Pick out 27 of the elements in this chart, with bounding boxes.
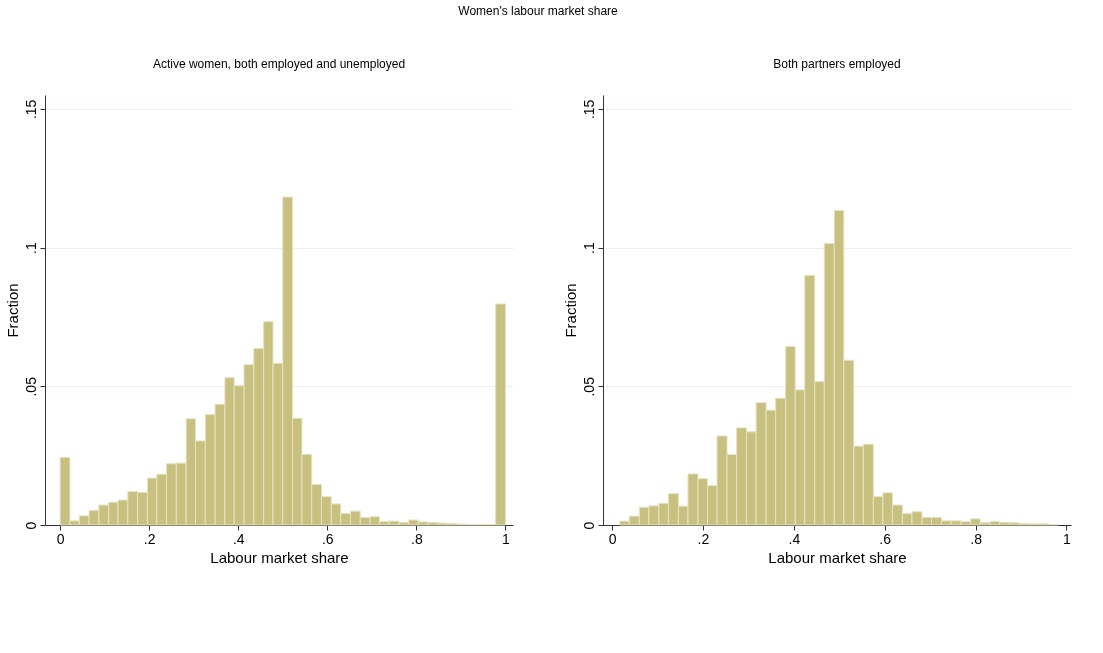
x-tick-label: .2 [697,530,710,547]
y-tick-label: 0 [22,521,39,530]
text: Women's labour market share [458,4,619,18]
x-tick-label: 1 [1063,530,1072,547]
y-tick-label: .1 [580,242,597,254]
x-tick-label: .4 [788,530,801,547]
y-tick-label: 0 [580,521,597,530]
x-axis-title: Labour market share [210,548,349,566]
x-tick-label: .8 [411,530,423,547]
y-tick-label: .1 [22,242,39,254]
x-tick-label: .6 [879,530,892,547]
x-tick-label: 0 [608,530,617,547]
chart-title: Both partners employed [773,57,901,71]
y-tick-label: .15 [580,99,597,120]
x-tick-label: 0 [56,530,65,547]
x-tick-label: .8 [970,530,983,547]
y-axis-title: Fraction [561,283,579,338]
y-tick-label: .15 [22,99,39,120]
y-axis-title: Fraction [3,283,21,338]
x-tick-label: .6 [321,530,334,547]
y-tick-label: .05 [22,376,39,397]
x-tick-label: .4 [232,530,245,547]
x-tick-label: 1 [502,530,511,547]
chart-title: Active women, both employed and unemployed [152,57,406,71]
y-tick-label: .05 [580,376,597,397]
x-axis-title: Labour market share [768,548,907,566]
x-tick-label: .2 [143,530,156,547]
